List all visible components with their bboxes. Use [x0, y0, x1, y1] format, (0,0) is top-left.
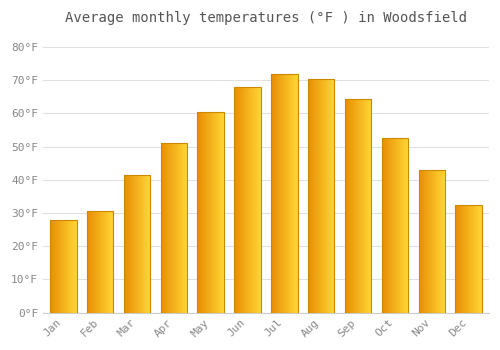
Title: Average monthly temperatures (°F ) in Woodsfield: Average monthly temperatures (°F ) in Wo…: [65, 11, 467, 25]
Bar: [198, 112, 224, 313]
Bar: [345, 98, 372, 313]
Bar: [160, 143, 187, 313]
Bar: [418, 170, 445, 313]
Bar: [50, 220, 76, 313]
Bar: [271, 74, 297, 313]
Bar: [382, 138, 408, 313]
Bar: [124, 175, 150, 313]
Bar: [308, 79, 334, 313]
Bar: [234, 87, 261, 313]
Bar: [456, 205, 482, 313]
Bar: [87, 211, 114, 313]
